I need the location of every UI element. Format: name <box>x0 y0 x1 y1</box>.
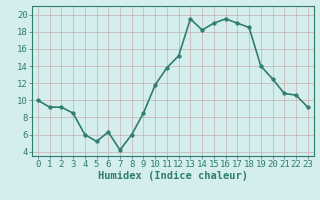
X-axis label: Humidex (Indice chaleur): Humidex (Indice chaleur) <box>98 171 248 181</box>
